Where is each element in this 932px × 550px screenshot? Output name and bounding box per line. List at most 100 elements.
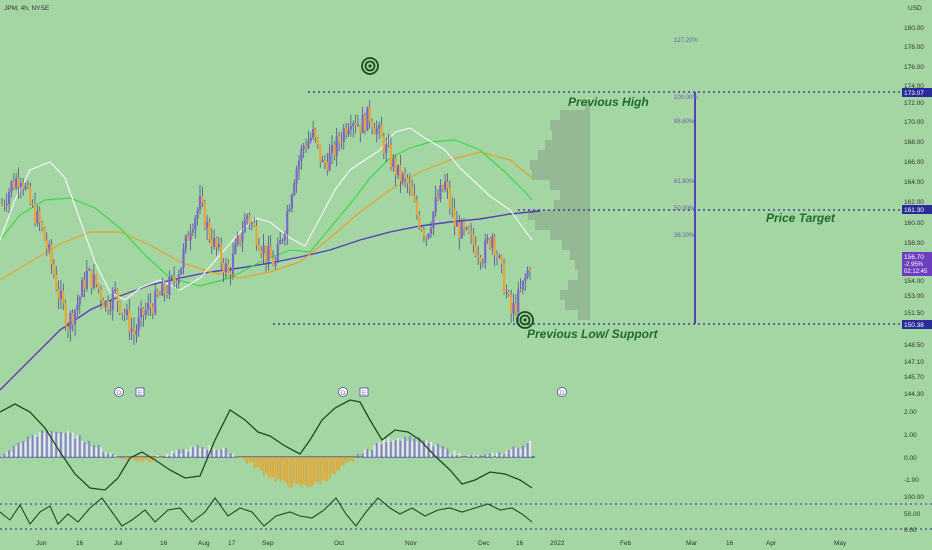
candle-body: [281, 239, 284, 241]
macd-histogram-bar: [93, 445, 95, 457]
macd-histogram-bar: [463, 457, 465, 459]
candle-body: [257, 245, 261, 251]
candle-body: [168, 277, 171, 295]
price-axis[interactable]: 180.00 178.00 176.00 174.00 172.00 170.00 168.…: [904, 25, 924, 398]
candle-body: [50, 244, 53, 265]
candle-body: [399, 164, 402, 182]
candle-body: [135, 330, 138, 335]
macd-tick-label: -1.00: [904, 477, 919, 484]
candle-body: [125, 309, 129, 315]
macd-histogram-bar: [352, 457, 355, 462]
symbol-header[interactable]: JPM, 4h, NYSE: [4, 5, 50, 12]
candle-body: [203, 202, 206, 229]
event-marker-earnings-1[interactable]: E: [135, 387, 145, 397]
macd-histogram-bar: [85, 444, 88, 457]
candle-body: [139, 307, 143, 318]
macd-histogram-bar: [194, 446, 197, 457]
event-marker-dividend-1[interactable]: D: [114, 387, 124, 398]
candle-body: [340, 141, 343, 143]
macd-histogram-bar: [114, 455, 117, 457]
macd-histogram-bar: [234, 456, 237, 458]
candle-body: [302, 145, 305, 149]
macd-axis[interactable]: 2.00 1.00 0.00 -1.00: [904, 409, 919, 484]
previous-high-annotation[interactable]: Previous High: [568, 95, 649, 109]
macd-histogram-bar: [498, 452, 501, 457]
candle-body: [161, 283, 164, 296]
macd-tick-label: 0.00: [904, 455, 917, 462]
event-marker-earnings-2[interactable]: E: [359, 387, 369, 397]
macd-histogram-bar: [52, 432, 55, 457]
candle-body: [321, 159, 324, 163]
volume-profile-bar: [545, 140, 590, 150]
candle-body: [415, 200, 418, 216]
time-axis[interactable]: Jun 16 Jul 16 Aug 17 Sep Oct Nov Dec 16 2022 Feb Mar 1…: [36, 540, 847, 547]
svg-text:D: D: [560, 391, 565, 397]
macd-histogram-bar: [420, 441, 423, 457]
macd-histogram-bar: [140, 457, 142, 461]
candle-body: [69, 313, 72, 330]
candle-body: [24, 185, 27, 190]
candle-body: [52, 264, 55, 276]
candle-body: [147, 303, 150, 311]
macd-histogram-bar: [319, 457, 322, 485]
candle-body: [314, 129, 317, 138]
event-marker-dividend-3[interactable]: D: [557, 387, 567, 398]
price-tick-label: 164.00: [904, 179, 924, 186]
fib-label-50: 50.00%: [674, 206, 695, 212]
candle-body: [121, 312, 124, 314]
candle-body: [514, 302, 517, 313]
macd-histogram-bar: [12, 445, 15, 457]
price-target-annotation[interactable]: Price Target: [766, 211, 836, 225]
candle-body: [92, 274, 96, 289]
macd-histogram-bar: [378, 442, 381, 457]
macd-histogram-bar: [423, 440, 425, 457]
volume-profile-bar: [568, 280, 590, 290]
previous-low-annotation[interactable]: Previous Low/ Support: [527, 327, 659, 341]
candle-body: [505, 292, 508, 294]
candle-body: [31, 203, 34, 205]
svg-text:E: E: [362, 391, 366, 397]
macd-histogram-bar: [29, 438, 32, 457]
macd-histogram-bar: [222, 447, 225, 457]
candle-body: [33, 203, 37, 224]
macd-histogram-bar: [50, 430, 53, 457]
candle-body: [420, 227, 423, 231]
volume-profile-bar: [535, 220, 590, 230]
macd-histogram-bar: [1, 455, 3, 457]
fib-label-38: 38.20%: [674, 233, 695, 239]
candle-body: [38, 211, 41, 223]
macd-histogram-bar: [19, 443, 22, 457]
price-tick-label: 154.00: [904, 278, 924, 285]
candle-body: [81, 280, 84, 297]
macd-histogram-bar: [526, 443, 529, 457]
macd-histogram-bar: [397, 437, 399, 457]
macd-histogram-bar: [95, 447, 98, 457]
candle-body: [366, 106, 369, 131]
candle-body: [215, 237, 218, 248]
macd-histogram-bar: [404, 436, 406, 457]
macd-histogram-bar: [324, 457, 326, 481]
candle-body: [335, 136, 338, 156]
macd-histogram-bar: [479, 455, 482, 457]
candle-body: [97, 284, 100, 290]
high-target-icon[interactable]: [361, 57, 379, 75]
macd-histogram-bar: [345, 457, 348, 464]
candle-body: [354, 123, 357, 126]
macd-histogram-bar: [522, 445, 524, 457]
volume-profile-bar: [578, 310, 590, 320]
candle-body: [45, 240, 48, 249]
candle-body: [12, 181, 15, 189]
event-marker-dividend-2[interactable]: D: [338, 387, 348, 398]
macd-histogram-bar: [17, 442, 20, 457]
macd-histogram-bar: [102, 452, 105, 457]
macd-histogram-bar: [500, 454, 503, 457]
svg-text:161.30: 161.30: [904, 207, 924, 214]
oscillator-axis[interactable]: 100.00 50.00 0.00: [904, 494, 924, 534]
candle-body: [144, 310, 147, 315]
macd-histogram-bar: [279, 457, 282, 482]
low-target-icon[interactable]: [516, 311, 534, 329]
macd-histogram-bar: [111, 453, 114, 457]
candle-body: [373, 128, 376, 135]
